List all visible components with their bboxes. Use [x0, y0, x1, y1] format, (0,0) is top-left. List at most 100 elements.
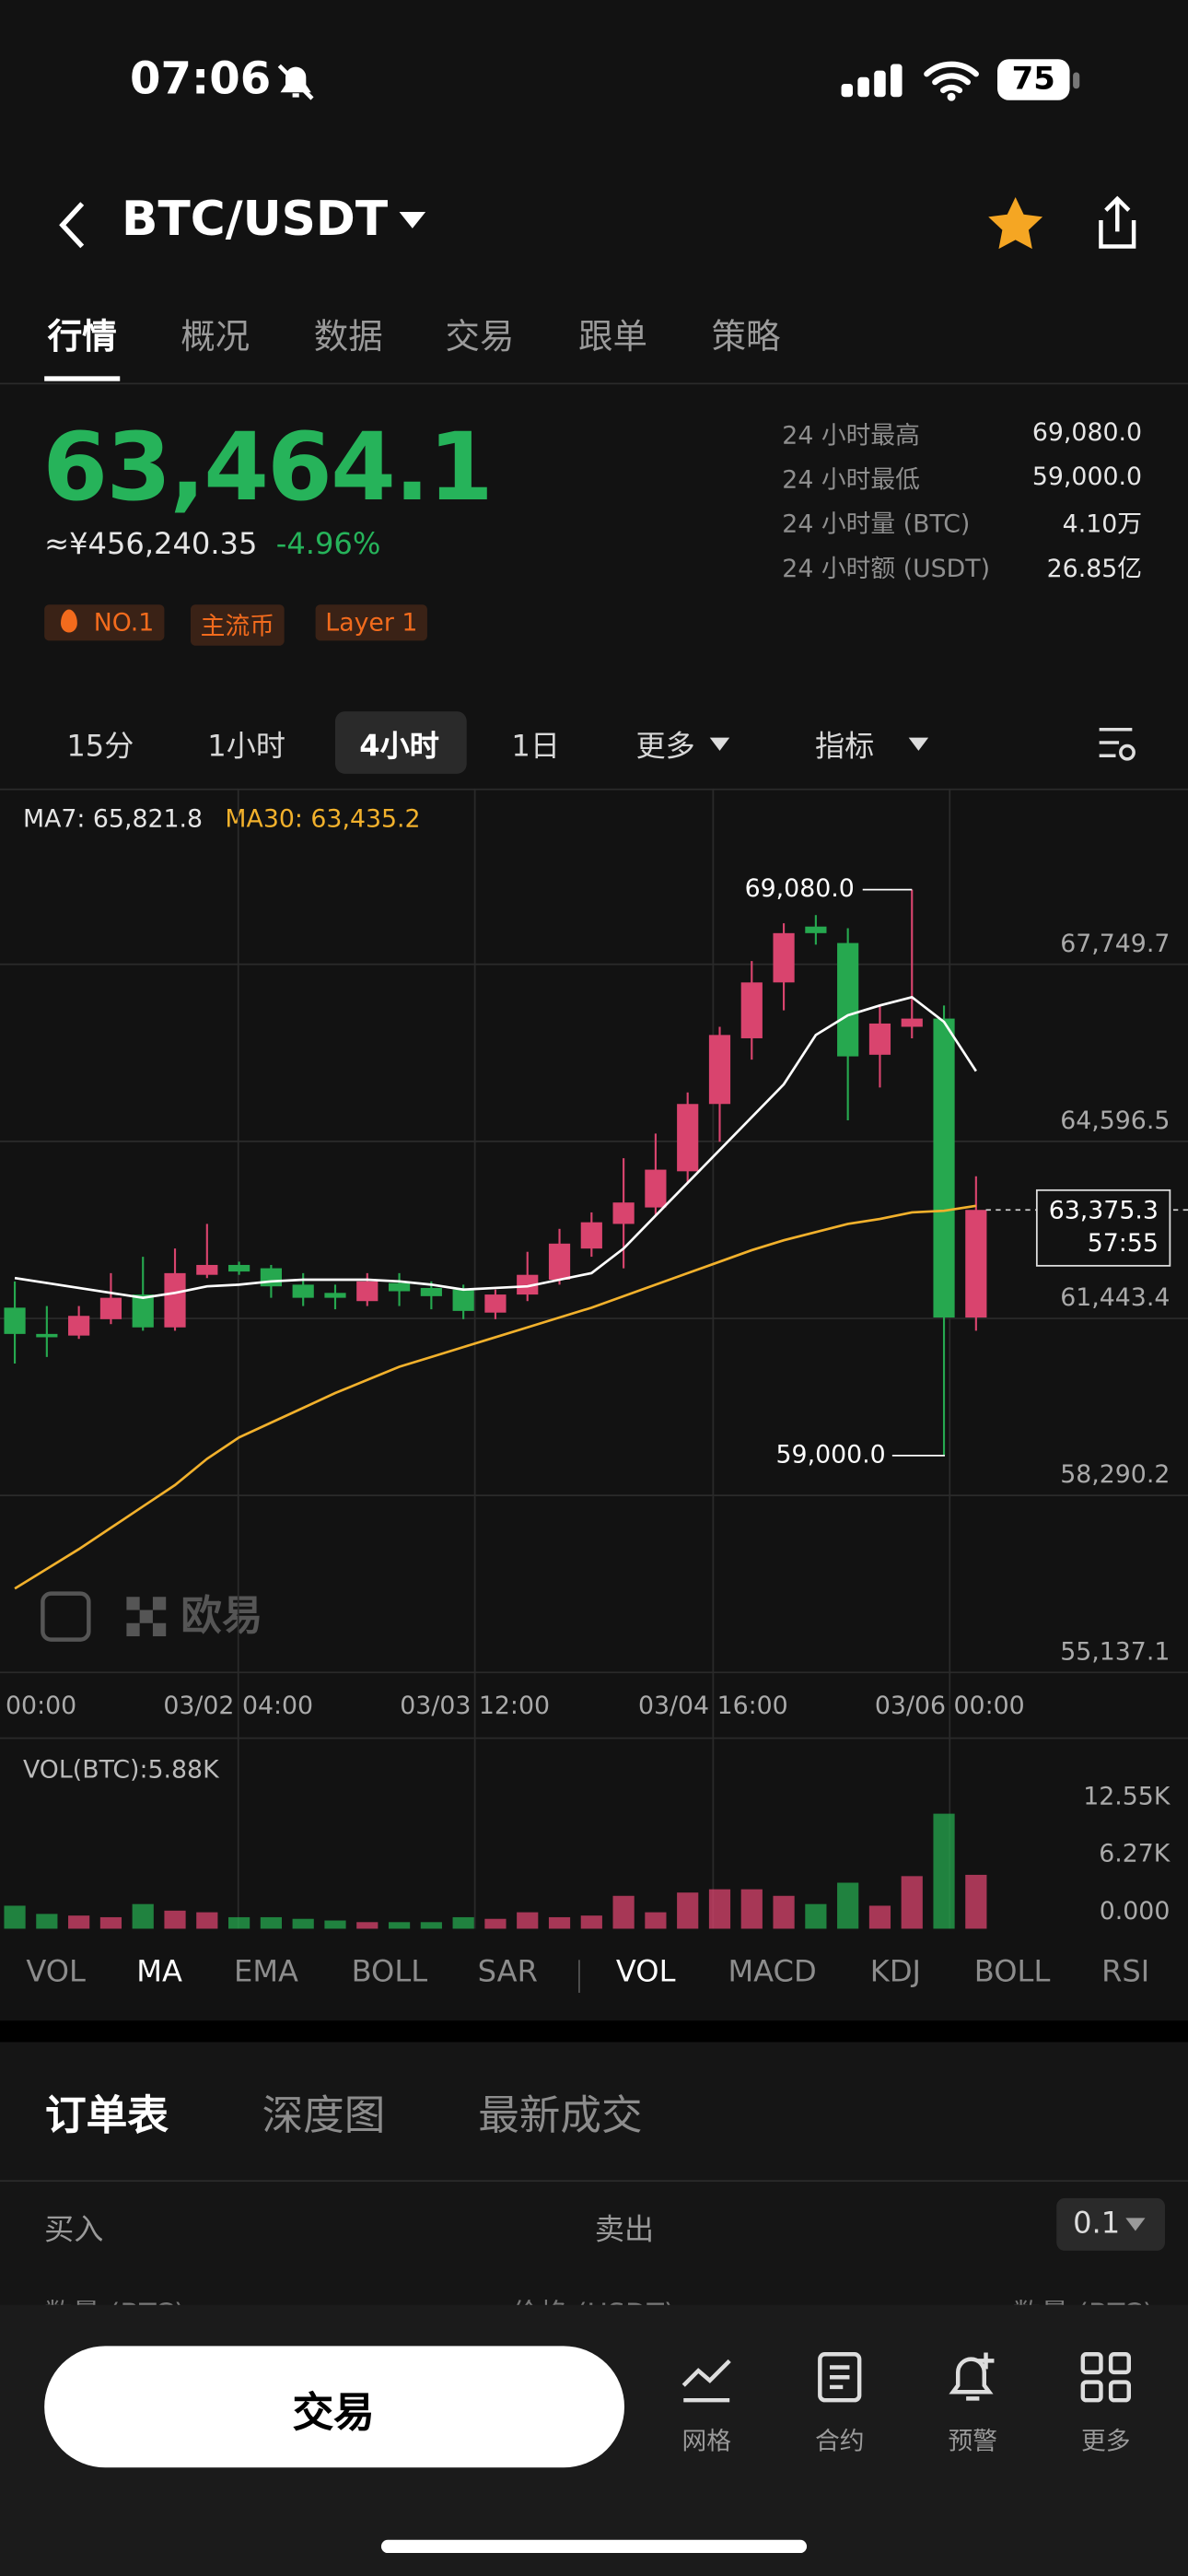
candle-body: [677, 1104, 699, 1172]
alert-icon[interactable]: [945, 2349, 1001, 2406]
countdown: 57:55: [1088, 1229, 1159, 1258]
volume-tick-label: 0.000: [1100, 1897, 1171, 1926]
indicator[interactable]: VOL: [615, 1954, 676, 1990]
nav-label[interactable]: 更多: [1081, 2426, 1131, 2456]
x-tick-label: 03/02 04:00: [163, 1692, 313, 1720]
candle-body: [708, 1035, 731, 1105]
tab[interactable]: 策略: [711, 317, 781, 357]
candle-body: [356, 1281, 379, 1302]
trade-button[interactable]: [44, 2346, 625, 2468]
volume-bar: [805, 1903, 827, 1929]
dropdown-caret: [709, 737, 730, 751]
precision-value: 0.1: [1073, 2206, 1121, 2242]
tab[interactable]: 概况: [181, 317, 250, 357]
interval[interactable]: 1日: [511, 729, 560, 765]
x-tick-label: 03/06 00:00: [875, 1692, 1025, 1720]
ma7-label: MA7: 65,821.8: [23, 804, 203, 833]
interval-selected-bg: [334, 711, 467, 774]
volume-bar: [164, 1910, 186, 1929]
home-indicator: [380, 2539, 808, 2554]
precision-select[interactable]: [1056, 2197, 1166, 2251]
tab[interactable]: 交易: [445, 317, 515, 357]
indicator[interactable]: MA: [136, 1954, 182, 1990]
volume-label: VOL(BTC):5.88K: [23, 1756, 220, 1785]
indicator[interactable]: VOL: [26, 1954, 86, 1990]
interval[interactable]: 1小时: [207, 729, 285, 765]
candle-body: [36, 1333, 58, 1338]
contract-icon[interactable]: [811, 2349, 868, 2406]
y-tick-label: 61,443.4: [1060, 1283, 1170, 1312]
candle-body: [292, 1284, 314, 1298]
candle-body: [420, 1287, 442, 1296]
favorite-star[interactable]: [986, 193, 1045, 252]
divider: [0, 382, 1188, 385]
indicator[interactable]: BOLL: [973, 1954, 1051, 1990]
last-price: 63,464.1: [42, 414, 493, 523]
volume-bar: [452, 1916, 474, 1929]
pair-dropdown[interactable]: [398, 210, 427, 229]
interval[interactable]: 15分: [66, 729, 134, 765]
sell-label: 卖出: [594, 2212, 655, 2248]
candle-body: [740, 982, 763, 1038]
volume-bar: [68, 1915, 90, 1929]
volume-tick-label: 6.27K: [1099, 1840, 1171, 1868]
indicator[interactable]: EMA: [234, 1954, 299, 1990]
logo-mark: [126, 1597, 167, 1637]
indicator[interactable]: BOLL: [351, 1954, 428, 1990]
volume-bar: [292, 1918, 314, 1929]
candle-body: [260, 1268, 282, 1287]
dropdown-caret: [908, 737, 929, 751]
divider: [0, 2180, 1188, 2183]
interval[interactable]: 指标: [814, 729, 875, 765]
candle-body: [805, 926, 827, 933]
x-tick-label: 03/03 12:00: [400, 1692, 550, 1720]
pair-title[interactable]: BTC/USDT: [122, 190, 389, 247]
indicator[interactable]: KDJ: [869, 1954, 922, 1990]
volume-bar: [901, 1876, 923, 1929]
candle-body: [837, 943, 859, 1057]
indicator[interactable]: MACD: [728, 1954, 817, 1990]
price-change: -4.96%: [275, 527, 381, 562]
candle-body: [388, 1282, 411, 1292]
indicator[interactable]: SAR: [477, 1954, 538, 1990]
volume-bar: [324, 1920, 346, 1929]
volume-bar: [36, 1914, 58, 1929]
volume-bar: [773, 1895, 795, 1929]
share-button[interactable]: [1091, 193, 1144, 252]
candle-body: [965, 1210, 987, 1318]
battery: 75: [997, 59, 1070, 100]
orderbook-tab[interactable]: 最新成交: [478, 2090, 643, 2139]
high-label: 69,080.0: [745, 874, 855, 903]
tab[interactable]: 数据: [313, 317, 383, 357]
candle-body: [645, 1169, 667, 1208]
volume-bar: [420, 1922, 442, 1929]
indicator[interactable]: RSI: [1101, 1954, 1150, 1990]
x-tick-label: 03/04 16:00: [638, 1692, 788, 1720]
candle-body: [612, 1202, 635, 1224]
more-icon[interactable]: [1077, 2349, 1134, 2406]
volume-bar: [132, 1903, 154, 1929]
volume-tick-label: 12.55K: [1083, 1782, 1171, 1810]
candle-body: [773, 932, 795, 983]
chart-settings-icon[interactable]: [1096, 723, 1138, 766]
section-gap: [0, 2020, 1188, 2043]
orderbook-tab[interactable]: 深度图: [262, 2090, 386, 2139]
candle-body: [196, 1264, 218, 1275]
tab[interactable]: 跟单: [578, 317, 647, 357]
volume-bar: [4, 1905, 26, 1929]
orderbook-tab[interactable]: 订单表: [45, 2090, 169, 2139]
interval[interactable]: 更多: [635, 729, 695, 765]
back-button[interactable]: [52, 197, 92, 253]
nav-label[interactable]: 网格: [681, 2426, 731, 2456]
tab[interactable]: 行情: [47, 317, 117, 357]
grid-icon[interactable]: [679, 2349, 735, 2406]
stat-value: 26.85亿: [1046, 553, 1143, 584]
stat-value: 69,080.0: [1031, 416, 1143, 448]
nav-label[interactable]: 合约: [814, 2426, 865, 2456]
interval[interactable]: 4小时: [359, 729, 439, 765]
fullscreen-icon[interactable]: [41, 1591, 91, 1642]
ma7-line: [14, 995, 977, 1299]
nav-label[interactable]: 预警: [948, 2426, 998, 2456]
